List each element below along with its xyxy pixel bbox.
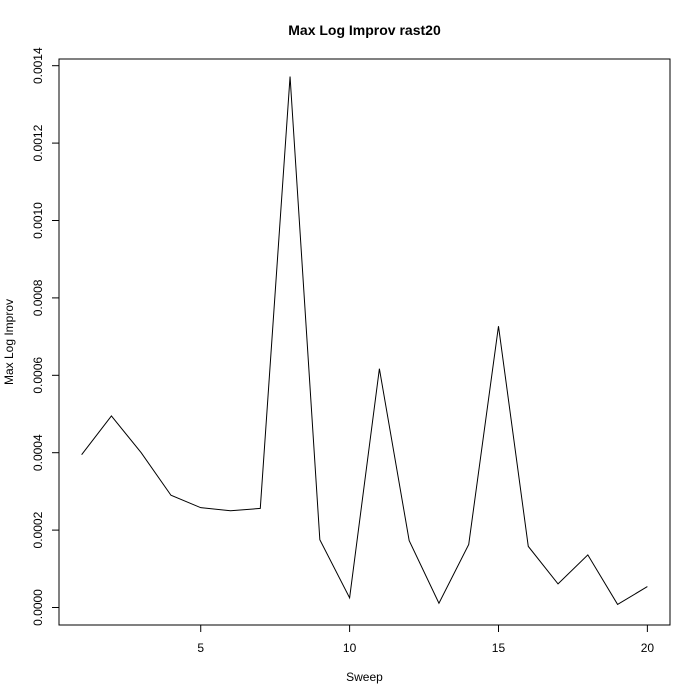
data-point	[468, 544, 469, 545]
data-point	[379, 368, 380, 369]
y-axis: 0.0000 0.0002 0.0004 0.0006 0.0008 0.0010 0.00…	[31, 47, 60, 626]
data-point	[647, 586, 648, 587]
data-point	[587, 554, 588, 555]
data-point	[230, 510, 231, 511]
data-point	[617, 604, 618, 605]
data-points	[81, 76, 648, 605]
y-tick-label: 0.0012	[31, 124, 45, 161]
y-tick-label: 0.0000	[31, 589, 45, 626]
x-tick-label: 20	[641, 641, 655, 655]
y-tick-label: 0.0002	[31, 511, 45, 548]
y-tick-label: 0.0014	[31, 47, 45, 84]
y-tick-label: 0.0004	[31, 434, 45, 471]
x-axis-label: Sweep	[346, 670, 383, 684]
data-point	[170, 495, 171, 496]
plot-box	[58, 58, 671, 626]
data-point	[558, 583, 559, 584]
x-tick-label: 5	[197, 641, 204, 655]
chart-title: Max Log Improv rast20	[288, 22, 441, 38]
data-point	[349, 597, 350, 598]
data-point	[200, 507, 201, 508]
x-axis: 5 10 15 20	[197, 624, 655, 655]
data-point	[409, 540, 410, 541]
data-point	[81, 454, 82, 455]
x-tick-label: 10	[343, 641, 357, 655]
data-point	[111, 415, 112, 416]
data-point	[290, 76, 291, 77]
y-tick-label: 0.0010	[31, 202, 45, 239]
data-point	[498, 326, 499, 327]
data-line	[81, 76, 648, 606]
data-point	[141, 452, 142, 453]
data-point	[319, 539, 320, 540]
data-point	[260, 508, 261, 509]
y-axis-label: Max Log Improv	[2, 299, 16, 385]
x-tick-label: 15	[492, 641, 506, 655]
data-point	[438, 603, 439, 604]
data-point	[528, 546, 529, 547]
y-tick-label: 0.0006	[31, 357, 45, 394]
y-tick-label: 0.0008	[31, 279, 45, 316]
